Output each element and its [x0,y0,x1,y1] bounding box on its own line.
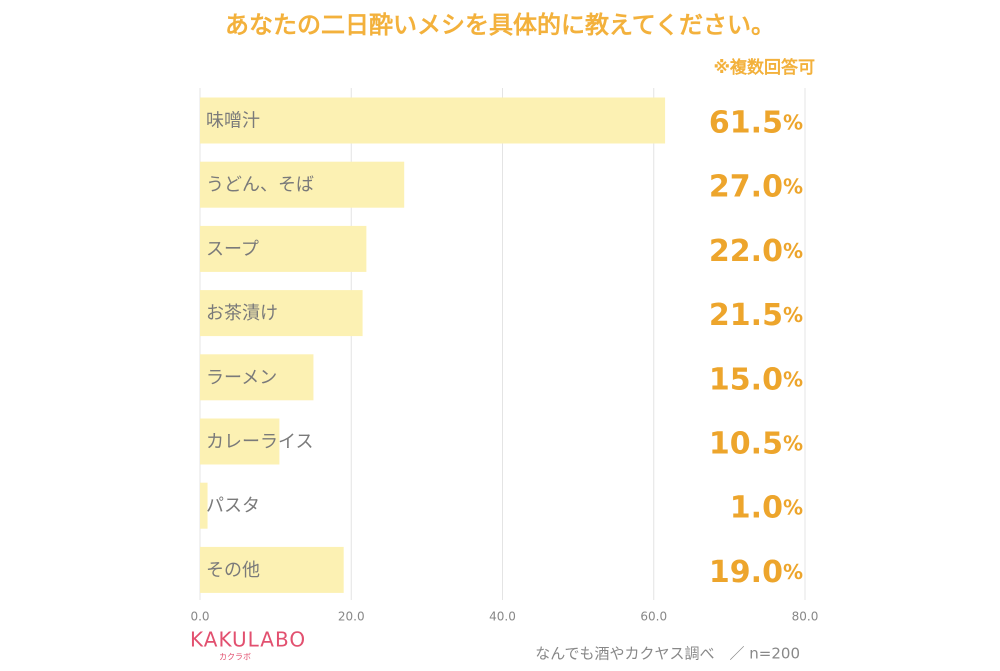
value-label: 21.5% [709,298,803,333]
value-label: 15.0% [709,362,803,397]
value-label: 19.0% [709,554,803,589]
bar [200,97,666,144]
category-label: お茶漬け [206,303,278,324]
category-label: カレーライス [206,432,313,453]
note: ※複数回答可 [713,57,815,78]
logo-sub: カクラボ [219,653,251,662]
x-tick-label: 80.0 [792,610,819,624]
bar [200,225,367,272]
logo: KAKULABO [190,628,306,652]
category-label: その他 [206,560,260,581]
category-label: スープ [206,239,259,260]
bar [200,546,344,593]
category-label: 味噌汁 [206,111,260,132]
category-label: うどん、そば [206,175,314,196]
x-tick-label: 60.0 [640,610,667,624]
source: なんでも酒やカクヤス調べ ／ n=200 [535,645,800,663]
value-label: 27.0% [709,169,803,204]
bar [200,418,280,465]
category-label: ラーメン [206,367,277,388]
x-tick-label: 40.0 [489,610,516,624]
bar [200,354,314,401]
x-tick-label: 20.0 [338,610,365,624]
category-label: パスタ [206,496,260,517]
value-label: 1.0% [730,490,803,525]
value-label: 61.5% [709,105,803,140]
bar [200,482,208,529]
value-label: 10.5% [709,426,803,461]
chart-title: あなたの二日酔いメシを具体的に教えてください。 [225,11,775,39]
bar [200,161,405,208]
x-tick-label: 0.0 [190,610,209,624]
bar [200,290,363,337]
value-label: 22.0% [709,233,803,268]
